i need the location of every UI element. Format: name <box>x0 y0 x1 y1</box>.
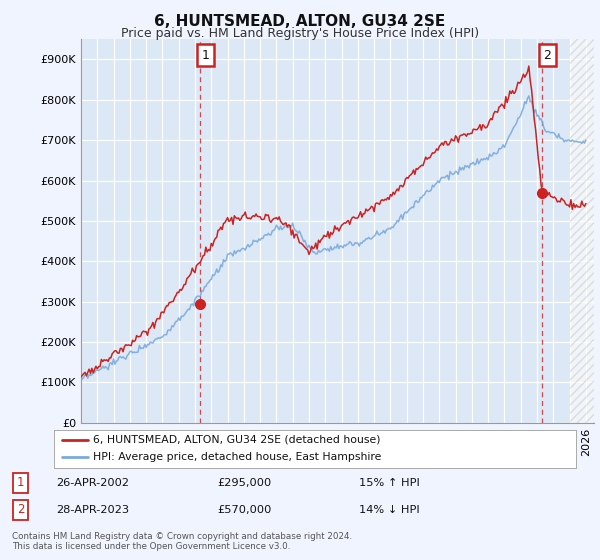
Text: 6, HUNTSMEAD, ALTON, GU34 2SE: 6, HUNTSMEAD, ALTON, GU34 2SE <box>154 14 446 29</box>
Text: £295,000: £295,000 <box>218 478 272 488</box>
Text: 14% ↓ HPI: 14% ↓ HPI <box>359 505 419 515</box>
Text: Price paid vs. HM Land Registry's House Price Index (HPI): Price paid vs. HM Land Registry's House … <box>121 27 479 40</box>
Text: 28-APR-2023: 28-APR-2023 <box>56 505 129 515</box>
Text: £570,000: £570,000 <box>218 505 272 515</box>
Text: 1: 1 <box>17 476 25 489</box>
Text: 26-APR-2002: 26-APR-2002 <box>56 478 129 488</box>
Text: 1: 1 <box>202 49 209 62</box>
Text: 15% ↑ HPI: 15% ↑ HPI <box>359 478 419 488</box>
Text: 6, HUNTSMEAD, ALTON, GU34 2SE (detached house): 6, HUNTSMEAD, ALTON, GU34 2SE (detached … <box>93 435 380 445</box>
Text: Contains HM Land Registry data © Crown copyright and database right 2024.
This d: Contains HM Land Registry data © Crown c… <box>12 532 352 552</box>
Text: HPI: Average price, detached house, East Hampshire: HPI: Average price, detached house, East… <box>93 452 382 463</box>
Text: 2: 2 <box>544 49 551 62</box>
Text: 2: 2 <box>17 503 25 516</box>
